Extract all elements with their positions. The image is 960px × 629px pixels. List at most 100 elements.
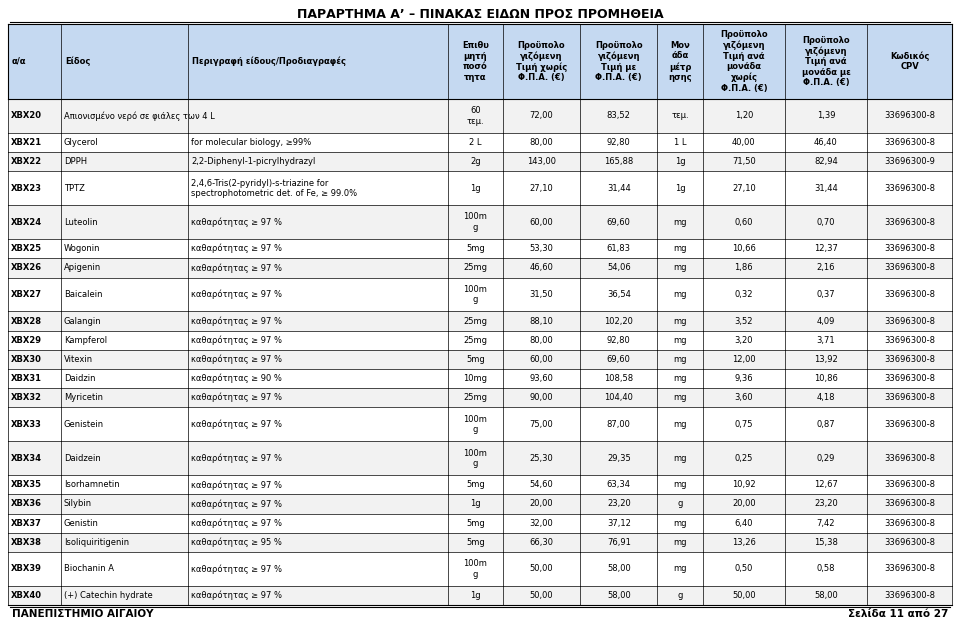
Text: Vitexin: Vitexin [64,355,93,364]
Text: Είδος: Είδος [65,57,90,66]
Text: 25mg: 25mg [464,393,488,402]
Text: (+) Catechin hydrate: (+) Catechin hydrate [64,591,153,600]
Text: mg: mg [673,538,686,547]
Text: mg: mg [673,393,686,402]
Text: XBX34: XBX34 [11,454,42,463]
Text: 25mg: 25mg [464,264,488,272]
Bar [8,259,952,277]
Text: ΠΑΡΑΡΤΗΜΑ Α’ – ΠΙΝΑΚΑΣ ΕΙΔΩΝ ΠΡΟΣ ΠΡΟΜΗΘΕΙΑ: ΠΑΡΑΡΤΗΜΑ Α’ – ΠΙΝΑΚΑΣ ΕΙΔΩΝ ΠΡΟΣ ΠΡΟΜΗΘ… [297,8,663,21]
Text: Wogonin: Wogonin [64,244,101,253]
Text: XBX29: XBX29 [11,336,42,345]
Text: 33696300-8: 33696300-8 [884,355,935,364]
Text: καθαρότητας ≥ 97 %: καθαρότητας ≥ 97 % [191,518,282,528]
Text: 58,00: 58,00 [607,591,631,600]
Text: 33696300-8: 33696300-8 [884,420,935,429]
Text: 1,86: 1,86 [734,264,754,272]
Text: 33696300-8: 33696300-8 [884,244,935,253]
Text: Daidzin: Daidzin [64,374,95,383]
Text: XBX23: XBX23 [11,184,42,192]
Text: XBX26: XBX26 [11,264,42,272]
Bar [8,152,952,171]
Text: 1g: 1g [675,184,685,192]
Text: καθαρότητας ≥ 97 %: καθαρότητας ≥ 97 % [191,564,282,574]
Text: 33696300-8: 33696300-8 [884,519,935,528]
Text: 5mg: 5mg [466,519,485,528]
Text: 25,30: 25,30 [530,454,553,463]
Text: XBX38: XBX38 [11,538,42,547]
Text: mg: mg [673,336,686,345]
Text: Genistein: Genistein [64,420,104,429]
Text: Προϋπολο
γιζόμενη
Τιμή ανά
μονάδα
χωρίς
Φ.Π.Α. (€): Προϋπολο γιζόμενη Τιμή ανά μονάδα χωρίς … [720,30,768,92]
Text: καθαρότητας ≥ 97 %: καθαρότητας ≥ 97 % [191,244,282,253]
Text: mg: mg [673,454,686,463]
Text: 58,00: 58,00 [814,591,838,600]
Text: mg: mg [673,218,686,226]
Text: 75,00: 75,00 [530,420,553,429]
Text: 13,92: 13,92 [814,355,838,364]
Text: Apigenin: Apigenin [64,264,101,272]
Text: Isoliquiritigenin: Isoliquiritigenin [64,538,129,547]
Text: 10,66: 10,66 [732,244,756,253]
Text: 88,10: 88,10 [529,316,553,326]
Text: 3,20: 3,20 [734,336,753,345]
Text: Σελίδα 11 από 27: Σελίδα 11 από 27 [848,609,948,619]
Text: 10,92: 10,92 [732,481,756,489]
Text: XBX30: XBX30 [11,355,42,364]
Text: 33696300-8: 33696300-8 [884,138,935,147]
Text: 69,60: 69,60 [607,355,631,364]
Text: 1g: 1g [675,157,685,166]
Text: mg: mg [673,519,686,528]
Text: XBX33: XBX33 [11,420,42,429]
Text: 54,06: 54,06 [607,264,631,272]
Text: DPPH: DPPH [64,157,87,166]
Text: 0,75: 0,75 [734,420,753,429]
Text: 0,50: 0,50 [734,564,753,574]
Text: 33696300-8: 33696300-8 [884,538,935,547]
Text: XBX32: XBX32 [11,393,42,402]
Text: 104,40: 104,40 [605,393,634,402]
Text: ΠΑΝΕΠΙΣΤΗΜΙΟ ΑΙΓΑΙΟΥ: ΠΑΝΕΠΙΣΤΗΜΙΟ ΑΙΓΑΙΟΥ [12,609,154,619]
Text: 5mg: 5mg [466,538,485,547]
Text: 66,30: 66,30 [529,538,553,547]
Text: 29,35: 29,35 [607,454,631,463]
Text: καθαρότητας ≥ 97 %: καθαρότητας ≥ 97 % [191,355,282,364]
Bar [8,350,952,369]
Text: Silybin: Silybin [64,499,92,508]
Text: Προϋπολο
γιζόμενη
Τιμή με
Φ.Π.Α. (€): Προϋπολο γιζόμενη Τιμή με Φ.Π.Α. (€) [595,41,642,82]
Text: 0,60: 0,60 [734,218,753,226]
Text: καθαρότητας ≥ 97 %: καθαρότητας ≥ 97 % [191,218,282,227]
Text: 31,44: 31,44 [607,184,631,192]
Text: Myricetin: Myricetin [64,393,103,402]
Text: XBX39: XBX39 [11,564,42,574]
Text: 46,60: 46,60 [529,264,553,272]
Text: 40,00: 40,00 [732,138,756,147]
Bar [8,586,952,605]
Text: Galangin: Galangin [64,316,102,326]
Text: α/α: α/α [12,57,27,66]
Text: XBX27: XBX27 [11,290,42,299]
Text: 12,67: 12,67 [814,481,838,489]
Text: Περιγραφή είδους/Προδιαγραφές: Περιγραφή είδους/Προδιαγραφές [192,57,347,66]
Bar [8,99,952,133]
Text: Daidzein: Daidzein [64,454,101,463]
Text: 20,00: 20,00 [732,499,756,508]
Text: 102,20: 102,20 [605,316,634,326]
Text: καθαρότητας ≥ 97 %: καθαρότητας ≥ 97 % [191,454,282,463]
Text: 5mg: 5mg [466,244,485,253]
Text: 5mg: 5mg [466,481,485,489]
Text: καθαρότητας ≥ 97 %: καθαρότητας ≥ 97 % [191,290,282,299]
Text: 23,20: 23,20 [814,499,838,508]
Text: Isorhamnetin: Isorhamnetin [64,481,119,489]
Text: mg: mg [673,355,686,364]
Bar [8,205,952,239]
Text: 1 L: 1 L [674,138,686,147]
Text: 2,4,6-Tris(2-pyridyl)-s-triazine for
spectrophotometric det. of Fe, ≥ 99.0%: 2,4,6-Tris(2-pyridyl)-s-triazine for spe… [191,179,357,198]
Text: 27,10: 27,10 [732,184,756,192]
Text: 12,00: 12,00 [732,355,756,364]
Text: 82,94: 82,94 [814,157,838,166]
Text: XBX31: XBX31 [11,374,42,383]
Text: XBX36: XBX36 [11,499,42,508]
Text: mg: mg [673,374,686,383]
Text: 23,20: 23,20 [607,499,631,508]
Text: 33696300-8: 33696300-8 [884,591,935,600]
